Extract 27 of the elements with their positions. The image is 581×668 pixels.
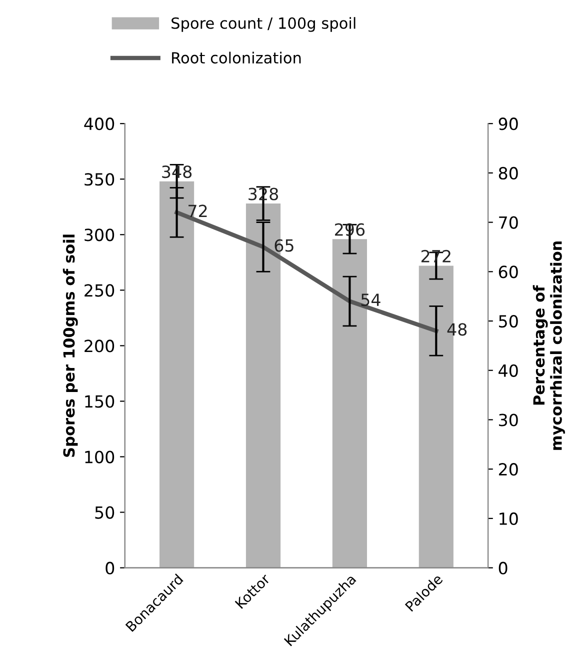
y-tick-label: 300 [84, 228, 114, 242]
y-tick-label: 350 [84, 173, 114, 186]
y2-tick-label: 90 [498, 118, 518, 130]
y2-tick-label: 20 [498, 463, 518, 476]
y-tick-label: 200 [84, 340, 114, 352]
legend-label: Spore count / 100g spoil [172, 17, 356, 32]
y2-tick-label: 50 [499, 314, 518, 328]
y2-tick-label: 60 [498, 266, 518, 278]
y-tick-label: 400 [84, 118, 114, 130]
y2-tick-label: 80 [498, 166, 518, 180]
y2-tick-label: 10 [500, 512, 518, 526]
y2-tick-label: 0 [498, 562, 508, 574]
y-tick-label: 50 [95, 506, 114, 519]
data-label: 48 [447, 323, 467, 336]
y-tick-label: 0 [106, 562, 114, 574]
data-label: 65 [274, 239, 294, 252]
legend-label: Root colonization [172, 52, 301, 64]
y-tick-label: 150 [85, 395, 114, 408]
y2-tick-label: 30 [499, 414, 518, 426]
y2-axis-title: Percentage of mycorrhizal colonization [532, 241, 565, 450]
y2-tick-label: 70 [499, 216, 518, 229]
y-tick-label: 100 [85, 450, 114, 464]
y2-tick-label: 40 [498, 364, 518, 377]
data-label: 72 [188, 204, 207, 218]
y-tick-label: 250 [84, 284, 114, 297]
y-axis-title: Spores per 100gms of soil [62, 234, 78, 457]
data-label: 54 [361, 294, 380, 306]
